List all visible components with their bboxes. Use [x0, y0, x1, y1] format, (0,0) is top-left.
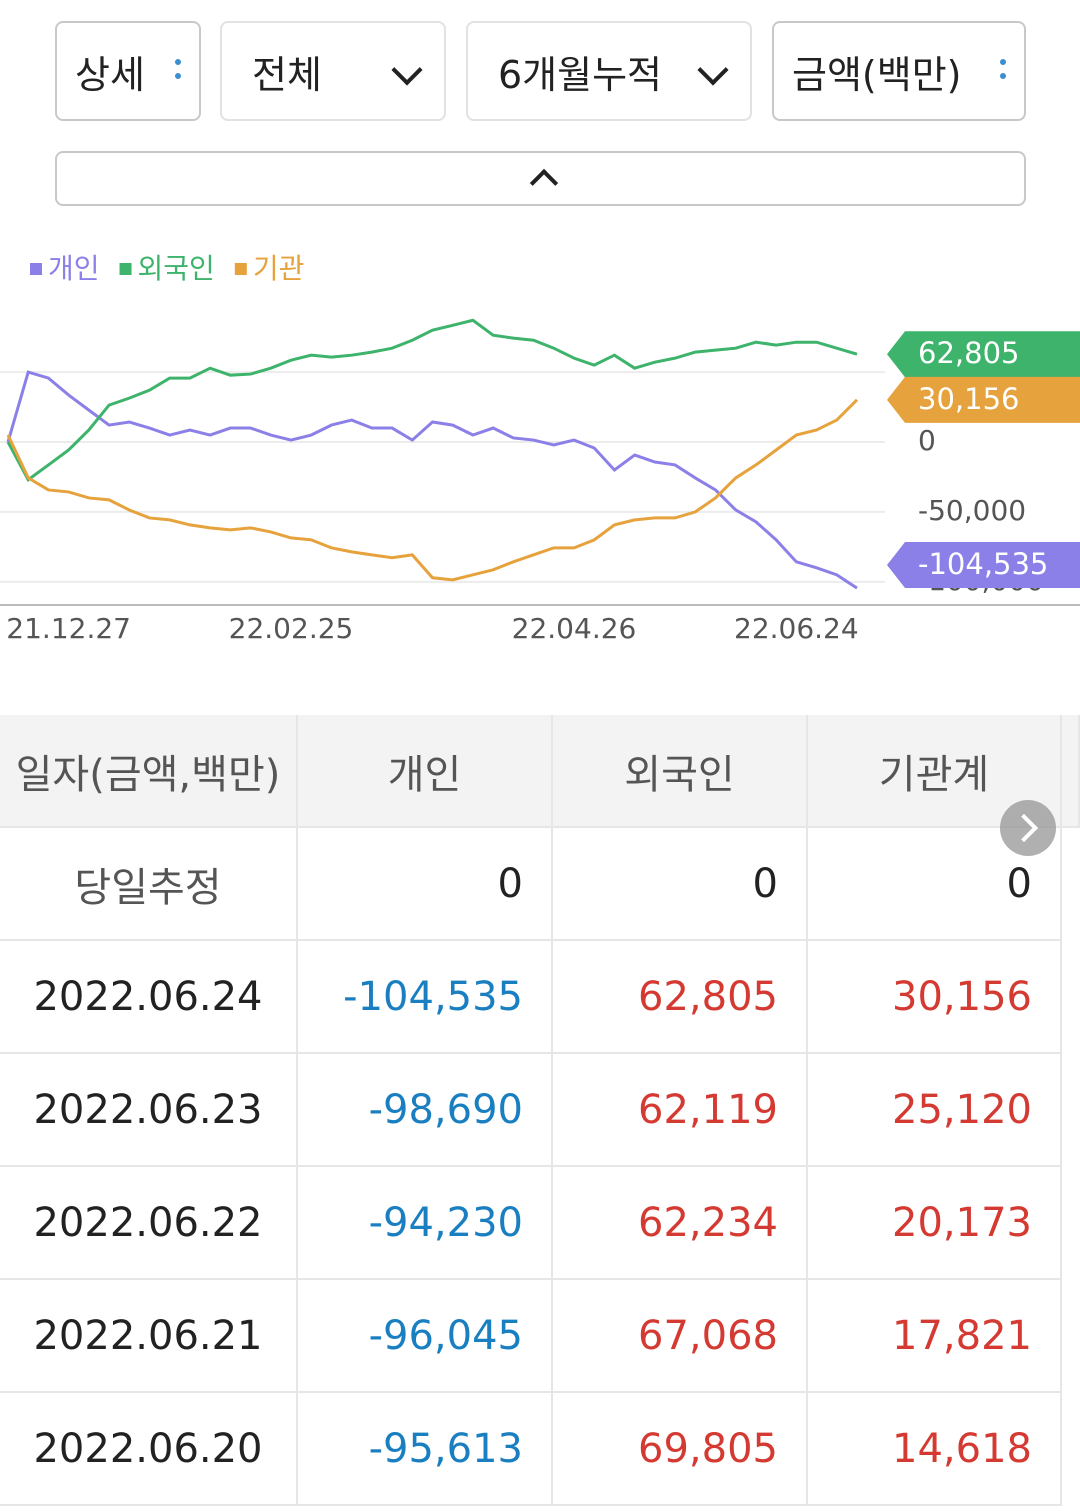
series-line — [6, 398, 859, 582]
cell-text: 17,821 — [892, 1312, 1032, 1359]
end-badge: 30,156 — [887, 376, 1080, 423]
cell-text: 20,173 — [892, 1199, 1032, 1246]
table-cell: -98,690 — [298, 1054, 553, 1167]
menu-dots — [1000, 59, 1006, 87]
badge-shape — [887, 376, 1080, 423]
y-tick-label: -50,000 — [918, 494, 1026, 527]
badge-label: 62,805 — [918, 336, 1019, 370]
end-badge: -104,535 — [887, 542, 1080, 588]
table-cell: 개인 — [298, 715, 553, 828]
cell-text: 일자(금액,백만) — [15, 751, 281, 798]
table-cell: 일자(금액,백만) — [0, 715, 298, 828]
legend-swatch — [119, 263, 132, 275]
x-tick-label: 22.06.24 — [734, 612, 859, 645]
cell-text: 기관계 — [878, 751, 990, 798]
table-cell: 2022.06.24 — [0, 941, 298, 1054]
chevron — [697, 54, 729, 86]
table-cell: 20,173 — [808, 1167, 1062, 1280]
cell-text: -95,613 — [368, 1425, 523, 1472]
badge-label: 30,156 — [918, 382, 1019, 416]
table-cell: 69,805 — [553, 1393, 808, 1506]
cell-text: -98,690 — [368, 1086, 523, 1133]
legend-label: 기관 — [253, 252, 305, 285]
cell-text: 당일추정 — [74, 864, 222, 911]
series-line — [6, 318, 858, 482]
menu-dots — [175, 59, 181, 87]
scroll-right-button[interactable] — [1000, 800, 1056, 856]
cell-text: -96,045 — [368, 1312, 523, 1359]
cell-text: -94,230 — [368, 1199, 523, 1246]
table-cell: 62,234 — [553, 1167, 808, 1280]
select-label: 전체 — [252, 52, 322, 97]
cell-text: 외국인 — [624, 751, 735, 798]
right-chevron — [1009, 813, 1039, 843]
table-cell — [1062, 715, 1080, 828]
select-label: 6개월누적 — [498, 52, 663, 97]
table-cell: -104,535 — [298, 941, 553, 1054]
table-cell: 당일추정 — [0, 828, 298, 941]
table-cell: 30,156 — [808, 941, 1062, 1054]
legend-label: 개인 — [48, 252, 100, 285]
cell-text: 2022.06.21 — [33, 1312, 263, 1359]
table-cell: 2022.06.23 — [0, 1054, 298, 1167]
button-label: 상세 — [75, 52, 145, 97]
table-cell: 0 — [553, 828, 808, 941]
y-tick-label: 0 — [918, 424, 936, 457]
x-tick-label: 22.04.26 — [512, 612, 637, 645]
series-line — [6, 370, 858, 590]
cell-text: 30,156 — [892, 973, 1032, 1020]
detail-button[interactable]: 상세 — [55, 21, 201, 121]
cell-text: 67,068 — [638, 1312, 778, 1359]
scope-select[interactable]: 전체 — [220, 21, 446, 121]
x-tick-label: 21.12.27 — [6, 612, 131, 645]
table-cell: 62,805 — [553, 941, 808, 1054]
table-cell: 0 — [298, 828, 553, 941]
chart: -100,000-50,000050,00021.12.2722.02.2522… — [0, 252, 1080, 645]
chevron — [391, 54, 423, 86]
legend-label: 외국인 — [138, 252, 215, 285]
table-cell: -94,230 — [298, 1167, 553, 1280]
cell-text: 69,805 — [638, 1425, 778, 1472]
cell-text: 0 — [497, 860, 523, 907]
badge-shape — [887, 331, 1080, 378]
end-badge: 62,805 — [887, 331, 1080, 378]
collapse-button[interactable] — [55, 151, 1026, 206]
cell-text: 개인 — [387, 751, 462, 798]
table-cell: 2022.06.21 — [0, 1280, 298, 1393]
badge-shape — [887, 542, 1080, 588]
cell-text: 0 — [1006, 860, 1032, 907]
cell-text: 2022.06.22 — [33, 1199, 263, 1246]
button-label: 금액(백만) — [792, 52, 962, 97]
cell-text: 2022.06.20 — [33, 1425, 263, 1472]
up-chevron — [529, 168, 559, 198]
cell-text: 2022.06.23 — [33, 1086, 263, 1133]
table-cell: 25,120 — [808, 1054, 1062, 1167]
table-cell: 67,068 — [553, 1280, 808, 1393]
period-select[interactable]: 6개월누적 — [466, 21, 752, 121]
badge-label: -104,535 — [918, 547, 1048, 581]
cell-text: -104,535 — [343, 973, 523, 1020]
x-tick-label: 22.02.25 — [229, 612, 354, 645]
cell-text: 0 — [752, 860, 778, 907]
legend-swatch — [234, 263, 247, 275]
cell-text: 62,234 — [638, 1199, 778, 1246]
unit-button[interactable]: 금액(백만) — [772, 21, 1026, 121]
cell-text: 62,805 — [638, 973, 778, 1020]
cell-text: 25,120 — [892, 1086, 1032, 1133]
cell-text: 62,119 — [638, 1086, 778, 1133]
table-cell: 17,821 — [808, 1280, 1062, 1393]
cell-text: 2022.06.24 — [33, 973, 263, 1020]
cell-text: 14,618 — [892, 1425, 1032, 1472]
table-cell: -95,613 — [298, 1393, 553, 1506]
table-cell: 14,618 — [808, 1393, 1062, 1506]
table-cell: 2022.06.22 — [0, 1167, 298, 1280]
table-cell: 외국인 — [553, 715, 808, 828]
table-cell: -96,045 — [298, 1280, 553, 1393]
table-cell: 2022.06.20 — [0, 1393, 298, 1506]
table-cell: 62,119 — [553, 1054, 808, 1167]
legend-swatch — [30, 263, 42, 275]
